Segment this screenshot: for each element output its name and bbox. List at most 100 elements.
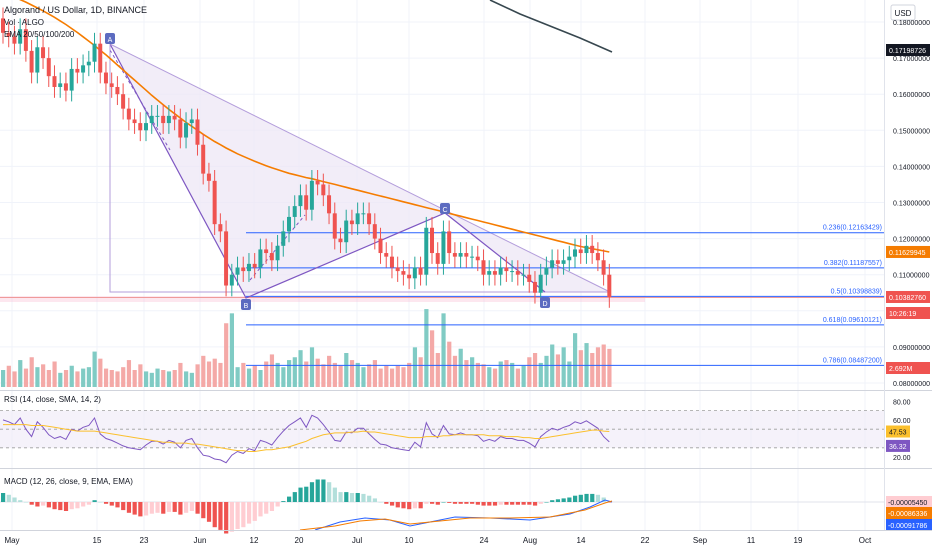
candle-body bbox=[355, 213, 360, 225]
macd-pane[interactable]: -0.00005450 -0.00086336 -0.00091786 bbox=[0, 479, 932, 534]
candle-body bbox=[132, 119, 137, 124]
ema200-line[interactable] bbox=[489, 0, 613, 53]
price-axis[interactable]: 0.18000000 0.17000000 0.16000000 0.15000000… bbox=[886, 20, 930, 388]
candle-body bbox=[418, 267, 423, 275]
candle-body bbox=[464, 253, 469, 257]
pattern-point-badge bbox=[440, 203, 450, 214]
support-zone[interactable] bbox=[0, 296, 645, 302]
volume-bar bbox=[492, 368, 498, 387]
volume-bar bbox=[206, 361, 212, 387]
candle bbox=[578, 238, 583, 264]
price-candles[interactable] bbox=[1, 7, 612, 308]
volume-bar bbox=[172, 370, 177, 387]
rsi-sma-line bbox=[3, 424, 610, 452]
macd-histogram-bar bbox=[475, 502, 480, 505]
candle bbox=[206, 162, 211, 192]
macd-histogram-bar bbox=[555, 499, 561, 502]
price-tick-label: 0.18000000 bbox=[893, 20, 930, 27]
volume-bar bbox=[544, 355, 549, 387]
volume-bar bbox=[246, 368, 252, 387]
candle-body bbox=[504, 267, 509, 272]
candle bbox=[115, 76, 120, 106]
macd-histogram-bar bbox=[355, 493, 360, 502]
candle-body bbox=[206, 173, 211, 181]
volume-bar bbox=[212, 358, 217, 387]
volume-bar bbox=[241, 362, 246, 387]
volume-bar bbox=[458, 348, 463, 387]
candle bbox=[6, 22, 11, 48]
candle-body bbox=[452, 253, 457, 257]
pattern-legs[interactable] bbox=[109, 43, 546, 299]
volume-bar bbox=[349, 360, 355, 387]
macd-histogram-bar bbox=[35, 502, 40, 507]
candle-body bbox=[498, 267, 503, 275]
candle bbox=[498, 256, 503, 286]
candle-body bbox=[184, 123, 189, 138]
volume-bar bbox=[275, 362, 280, 387]
candle bbox=[309, 170, 314, 221]
rsi-pane[interactable]: 80.00 60.00 20.00 47.53 36.32 bbox=[0, 399, 911, 464]
candle bbox=[155, 105, 160, 127]
volume-bar bbox=[470, 357, 475, 387]
candle bbox=[184, 112, 189, 149]
macd-histogram-bar bbox=[378, 502, 383, 503]
candle bbox=[447, 220, 452, 264]
price-tick-label: 0.12000000 bbox=[893, 237, 930, 244]
candle-body bbox=[46, 58, 51, 77]
volume-bar bbox=[138, 364, 143, 387]
candle bbox=[355, 202, 360, 235]
volume-bars bbox=[1, 309, 612, 387]
candle bbox=[75, 58, 80, 84]
volume-bar bbox=[395, 365, 400, 387]
volume-bar bbox=[447, 341, 452, 387]
volume-tag-label: 2.692M bbox=[889, 366, 913, 373]
symbol-title: Algorand / US Dollar, 1D, BINANCE bbox=[4, 5, 147, 15]
time-axis[interactable]: May 15 23 Jun 12 20 Jul 10 24 Aug 14 22 Sep 11 19 Oct bbox=[0, 530, 932, 546]
macd-histogram-bar bbox=[521, 502, 526, 505]
candle bbox=[475, 245, 480, 272]
candle bbox=[464, 242, 469, 268]
pattern-triangle[interactable] bbox=[110, 44, 610, 298]
macd-histogram-bar bbox=[515, 502, 520, 505]
macd-histogram-bar bbox=[344, 492, 349, 502]
candle bbox=[292, 195, 297, 228]
candle bbox=[595, 242, 600, 272]
volume-bar bbox=[561, 347, 566, 387]
candle bbox=[504, 256, 509, 282]
currency-button[interactable] bbox=[890, 4, 916, 21]
volume-bar bbox=[372, 360, 377, 387]
candle bbox=[515, 260, 520, 286]
candle-body bbox=[515, 271, 520, 275]
candle-body bbox=[269, 253, 274, 261]
volume-bar bbox=[23, 368, 29, 387]
candle bbox=[481, 249, 486, 286]
candle bbox=[470, 245, 475, 268]
candle-body bbox=[412, 267, 417, 279]
time-tick-label: Aug bbox=[523, 536, 537, 545]
macd-histogram-bar bbox=[498, 502, 503, 505]
candle-body bbox=[372, 224, 377, 239]
macd-histogram-bar bbox=[458, 502, 463, 504]
volume-bar bbox=[86, 367, 91, 387]
time-tick-label: 15 bbox=[93, 536, 102, 545]
volume-bar bbox=[315, 358, 320, 387]
candle-body bbox=[384, 253, 389, 257]
macd-histogram-bar bbox=[206, 502, 212, 522]
volume-bar bbox=[515, 368, 520, 387]
pattern-point-label: A bbox=[108, 37, 113, 44]
candle bbox=[264, 238, 269, 264]
volume-bar bbox=[201, 355, 206, 387]
candle-body bbox=[441, 231, 446, 264]
volume-bar bbox=[161, 370, 166, 387]
ema50-line[interactable] bbox=[3, 0, 610, 253]
candle bbox=[521, 263, 526, 286]
volume-bar bbox=[69, 365, 74, 387]
macd-histogram-bar bbox=[86, 502, 91, 505]
volume-bar bbox=[1, 370, 6, 387]
volume-bar bbox=[109, 370, 114, 387]
candle bbox=[430, 216, 434, 264]
macd-histogram-bar bbox=[338, 492, 343, 502]
candle-body bbox=[389, 256, 394, 268]
candle bbox=[418, 256, 423, 286]
